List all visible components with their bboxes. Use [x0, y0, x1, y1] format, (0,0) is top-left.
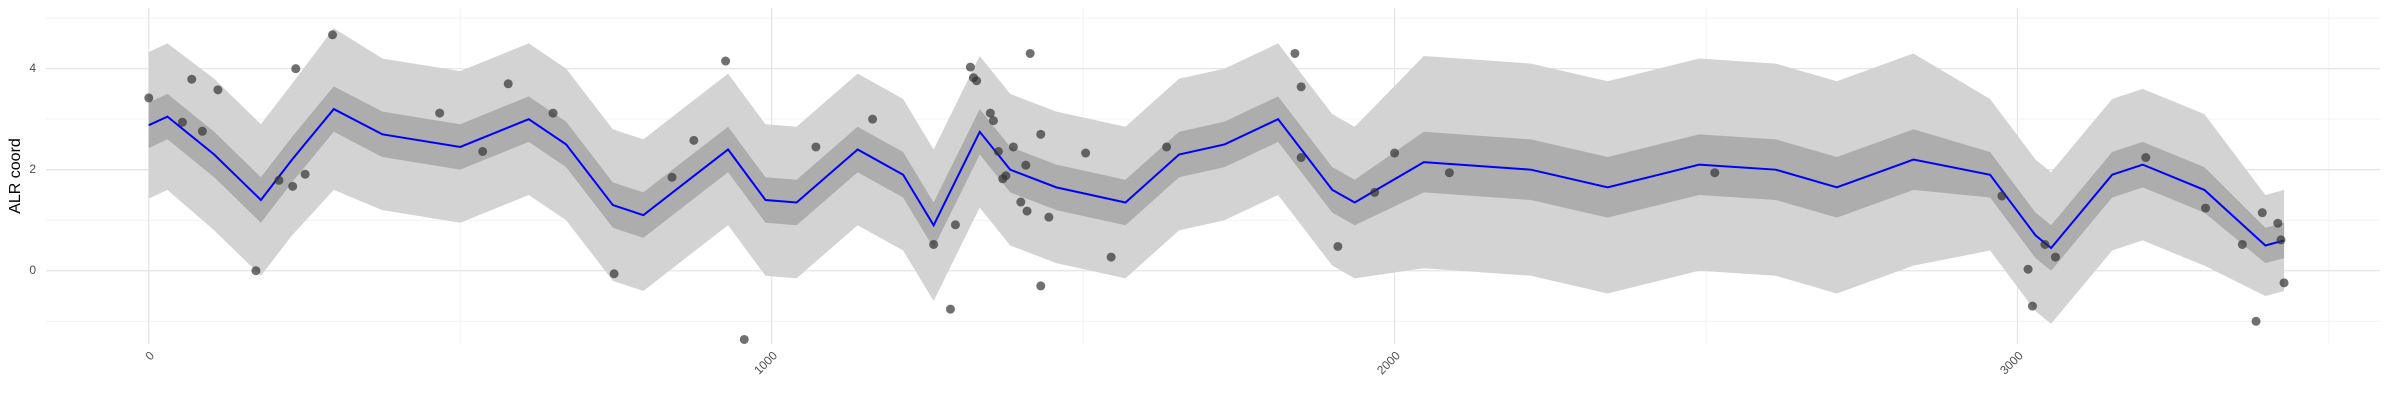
point	[1025, 48, 1035, 58]
point	[993, 146, 1003, 156]
point	[2050, 252, 2060, 262]
outer-band	[148, 28, 2285, 324]
point	[868, 114, 878, 124]
point	[985, 108, 995, 118]
fit-line	[148, 107, 2285, 250]
point	[1036, 281, 1046, 291]
inner-band	[148, 86, 2285, 271]
point	[478, 146, 488, 156]
point	[2273, 218, 2283, 228]
point	[609, 269, 619, 279]
point	[689, 135, 699, 145]
point	[291, 64, 301, 74]
point	[1001, 171, 1011, 181]
point	[965, 62, 975, 72]
point	[721, 56, 731, 66]
point	[2251, 316, 2261, 326]
point	[288, 181, 298, 191]
point	[435, 108, 445, 118]
point	[811, 142, 821, 152]
point	[1044, 212, 1054, 222]
point	[187, 74, 197, 84]
point	[1390, 148, 1400, 158]
point	[1333, 241, 1343, 251]
x-tick-label: 1000	[751, 348, 780, 377]
y-tick-label: 4	[29, 61, 36, 75]
point	[739, 334, 749, 344]
point	[144, 93, 154, 103]
point	[274, 175, 284, 185]
point	[1008, 142, 1018, 152]
point	[2276, 235, 2286, 245]
point	[929, 239, 939, 249]
point	[251, 266, 261, 276]
point	[2040, 239, 2050, 249]
point	[503, 79, 513, 89]
point	[2023, 264, 2033, 274]
point	[1016, 197, 1026, 207]
point	[2237, 239, 2247, 249]
point	[2279, 278, 2289, 288]
point	[1022, 206, 1032, 216]
x-tick-label: 3000	[1997, 348, 2026, 377]
y-tick-label: 2	[29, 162, 36, 176]
point	[2257, 208, 2267, 218]
point	[1036, 129, 1046, 139]
point	[1290, 48, 1300, 58]
point	[177, 117, 187, 127]
point	[1021, 160, 1031, 170]
point	[1081, 148, 1091, 158]
point	[328, 30, 338, 40]
point	[667, 172, 677, 182]
point	[1997, 191, 2007, 201]
y-axis-title: ALR coord	[7, 138, 24, 214]
point	[2141, 153, 2151, 163]
point	[1296, 82, 1306, 92]
point	[972, 76, 982, 86]
point	[1296, 153, 1306, 163]
point	[1106, 252, 1116, 262]
point	[213, 85, 223, 95]
point	[1710, 168, 1720, 178]
point	[2201, 203, 2211, 213]
point	[548, 108, 558, 118]
point	[950, 220, 960, 230]
point	[197, 126, 207, 136]
x-tick-label: 0	[143, 348, 158, 363]
point	[945, 304, 955, 314]
point	[1162, 142, 1172, 152]
point	[988, 116, 998, 126]
point	[2027, 301, 2037, 311]
point	[300, 169, 310, 179]
point	[1444, 168, 1454, 178]
x-tick-label: 2000	[1374, 348, 1403, 377]
y-tick-label: 0	[29, 263, 36, 277]
point	[1370, 187, 1380, 197]
